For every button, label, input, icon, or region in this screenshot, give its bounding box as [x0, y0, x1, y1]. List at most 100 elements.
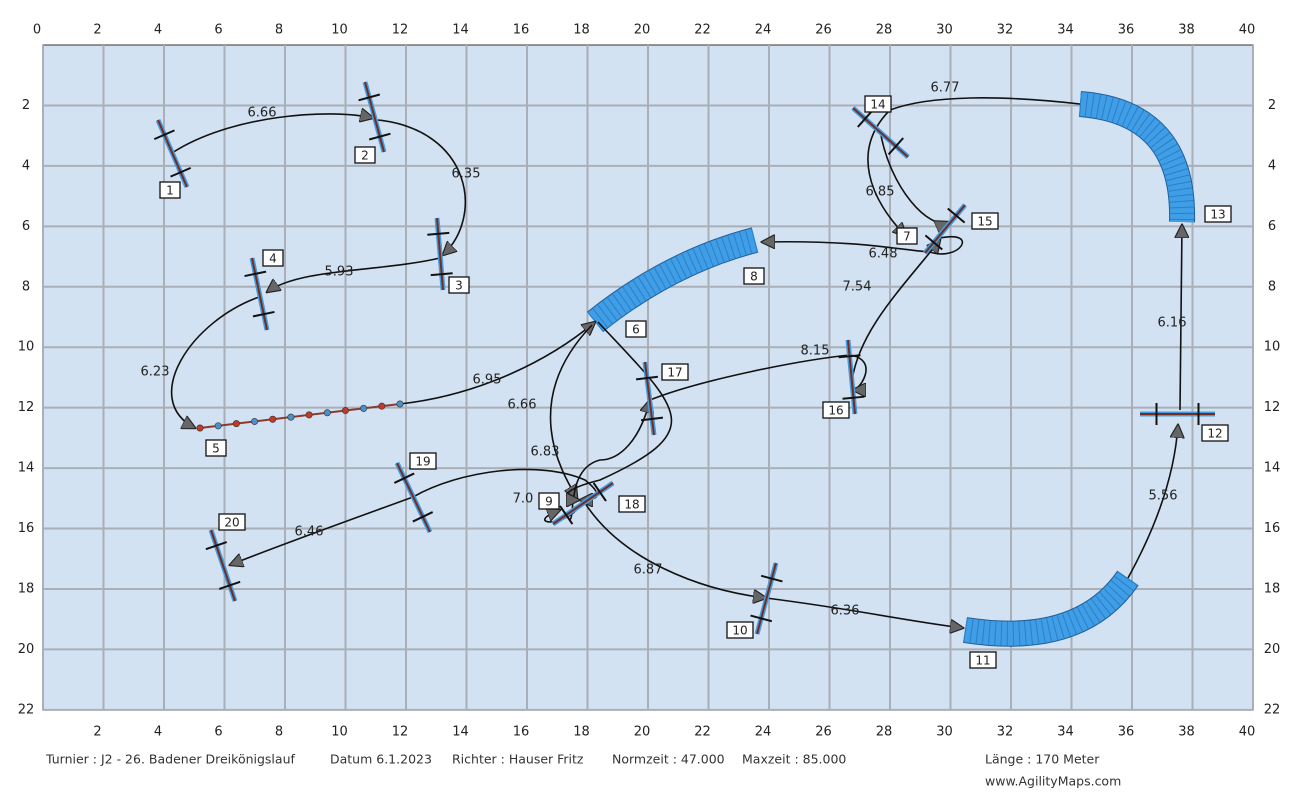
right-tick-label: 22 — [1264, 702, 1281, 717]
bottom-tick-label: 16 — [513, 725, 530, 740]
weave-pole — [341, 407, 349, 415]
obstacle-number: 8 — [750, 270, 758, 284]
distance-label: 6.95 — [473, 373, 502, 388]
obstacle-number: 17 — [667, 366, 682, 380]
bottom-tick-label: 18 — [573, 725, 590, 740]
top-tick-label: 10 — [331, 23, 348, 38]
left-tick-label: 10 — [18, 340, 35, 355]
jump-bar — [552, 482, 614, 525]
jump-bar — [756, 562, 777, 635]
obstacle-box — [625, 320, 647, 338]
course-line — [171, 114, 373, 154]
top-tick-label: 22 — [694, 23, 711, 38]
obstacle-number: 4 — [269, 252, 277, 266]
footer-max-time: Maxzeit : 85.000 — [742, 752, 846, 767]
weave-pole — [287, 413, 295, 421]
obstacle-number: 10 — [732, 624, 747, 638]
footer-tournament: Turnier : J2 - 26. Badener Dreikönigslau… — [45, 752, 295, 767]
obstacle-box — [726, 621, 754, 639]
jump-stand — [750, 614, 773, 623]
bottom-tick-label: 24 — [755, 725, 772, 740]
weave-pole — [396, 400, 404, 408]
right-tick-label: 14 — [1264, 461, 1281, 476]
weave-pole — [232, 420, 240, 428]
obstacle-box — [409, 452, 437, 470]
distance-label: 6.66 — [248, 106, 277, 121]
jump-stand — [170, 166, 192, 178]
jump-bar — [644, 361, 655, 436]
bottom-tick-label: 26 — [815, 725, 832, 740]
jump-bar — [157, 119, 188, 188]
top-tick-label: 2 — [93, 23, 101, 38]
weave-pole — [214, 422, 222, 430]
distance-label: 7.54 — [843, 280, 872, 295]
bottom-tick-label: 30 — [936, 725, 953, 740]
course-line — [170, 295, 263, 428]
jump-stand — [592, 482, 607, 502]
obstacle-number: 5 — [212, 442, 220, 456]
obstacle-number: 2 — [361, 149, 369, 163]
jump-bar — [847, 339, 856, 415]
bottom-tick-label: 6 — [214, 725, 222, 740]
distance-label: 7.0 — [513, 492, 534, 507]
course-line — [267, 257, 441, 292]
weave-pole — [378, 402, 386, 410]
jump-stand — [393, 472, 415, 484]
right-tick-label: 6 — [1268, 219, 1276, 234]
top-tick-label: 34 — [1057, 23, 1074, 38]
jump-stand — [430, 272, 453, 277]
bottom-tick-label: 36 — [1118, 725, 1135, 740]
jump-bar — [396, 462, 431, 533]
jump-bar — [364, 81, 385, 153]
obstacle-box — [822, 401, 850, 419]
bottom-tick-label: 2 — [93, 725, 101, 740]
weave-pole — [251, 417, 259, 425]
top-tick-label: 24 — [755, 23, 772, 38]
jump-bar — [210, 529, 236, 602]
obstacle-box — [969, 651, 997, 669]
left-tick-label: 6 — [22, 219, 30, 234]
jump-stand — [842, 395, 865, 400]
obstacle-box — [743, 267, 765, 285]
jump-stand — [760, 574, 783, 583]
obstacle-number: 12 — [1207, 427, 1222, 441]
distance-label: 6.48 — [869, 247, 898, 262]
obstacle-box — [354, 146, 376, 164]
top-tick-label: 36 — [1118, 23, 1135, 38]
obstacle-box — [159, 181, 181, 199]
top-tick-label: 14 — [452, 23, 469, 38]
bottom-tick-label: 4 — [154, 725, 162, 740]
right-tick-label: 12 — [1264, 400, 1281, 415]
bottom-tick-label: 28 — [876, 725, 893, 740]
jump-stand — [635, 375, 659, 381]
obstacle-box — [218, 513, 246, 531]
left-tick-label: 14 — [18, 461, 35, 476]
top-tick-label: 8 — [275, 23, 283, 38]
left-tick-label: 16 — [18, 521, 35, 536]
top-tick-label: 6 — [214, 23, 222, 38]
obstacle-number: 19 — [415, 455, 430, 469]
left-tick-label: 22 — [18, 702, 35, 717]
obstacle-number: 20 — [224, 516, 239, 530]
obstacle-box — [538, 492, 560, 510]
obstacle-box — [1204, 205, 1232, 223]
footer-date: Datum 6.1.2023 — [330, 752, 432, 767]
distance-label: 6.36 — [831, 604, 860, 619]
jump-stand — [947, 207, 966, 224]
top-tick-label: 18 — [573, 23, 590, 38]
bottom-tick-label: 34 — [1057, 725, 1074, 740]
tunnel-body — [1078, 92, 1195, 223]
obstacle-number: 7 — [903, 230, 911, 244]
top-tick-label: 4 — [154, 23, 162, 38]
obstacle-number: 1 — [166, 184, 174, 198]
course-line — [649, 354, 867, 401]
obstacle-number: 9 — [545, 495, 553, 509]
right-tick-label: 10 — [1264, 340, 1281, 355]
right-tick-label: 16 — [1264, 521, 1281, 536]
course-line — [1180, 225, 1182, 411]
course-line — [230, 496, 414, 565]
top-tick-label: 30 — [936, 23, 953, 38]
weave-pole — [305, 411, 313, 419]
jump-stand — [559, 505, 574, 525]
